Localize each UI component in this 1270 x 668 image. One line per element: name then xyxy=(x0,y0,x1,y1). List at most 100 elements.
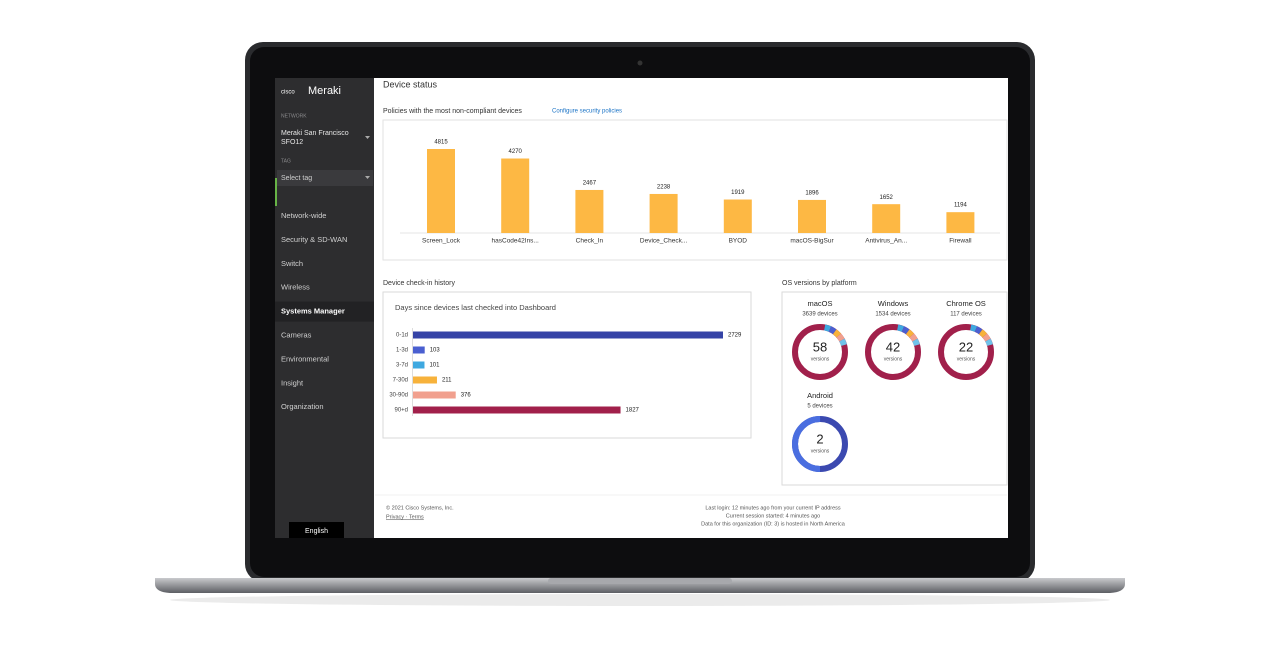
platform-name: Chrome OS xyxy=(946,299,986,308)
version-count: 22 xyxy=(959,339,973,354)
copyright: © 2021 Cisco Systems, Inc. xyxy=(386,504,454,511)
dropdown-arrow xyxy=(365,176,370,179)
value-label: 1896 xyxy=(805,191,819,197)
version-count: 42 xyxy=(886,339,900,354)
bar xyxy=(649,193,678,233)
language-button[interactable] xyxy=(289,522,344,538)
brand: Meraki xyxy=(308,85,341,97)
version-unit: versions xyxy=(811,356,830,362)
category-label: Check_In xyxy=(576,238,604,245)
panel xyxy=(382,291,752,439)
value-label: 4270 xyxy=(509,149,523,155)
category-label: BYOD xyxy=(729,238,748,245)
base-notch xyxy=(548,578,732,584)
menu-active xyxy=(275,301,374,322)
menu-item[interactable]: Systems Manager xyxy=(281,307,345,316)
category-label: Screen_Lock xyxy=(422,238,461,245)
menu-item[interactable]: Environmental xyxy=(281,354,329,363)
bar xyxy=(413,391,456,399)
category-label: hasCode42Ins... xyxy=(492,238,540,245)
category-label: 0-1d xyxy=(396,333,408,339)
footer-text: Data for this organization (ID: 3) is ho… xyxy=(701,521,846,527)
accent-bar xyxy=(275,178,277,206)
bar xyxy=(413,346,425,354)
tag-select[interactable] xyxy=(277,170,373,186)
menu-item[interactable]: Organization xyxy=(281,402,324,411)
panel-title: OS versions by platform xyxy=(782,280,857,287)
shadow xyxy=(170,594,1110,606)
bar xyxy=(413,406,621,414)
bar xyxy=(427,149,455,233)
version-count: 2 xyxy=(816,431,823,446)
category-label: 90+d xyxy=(394,408,408,414)
bar xyxy=(501,158,530,233)
version-unit: versions xyxy=(957,356,976,362)
category-label: 30-90d xyxy=(389,393,408,399)
device-count: 1534 devices xyxy=(875,312,910,318)
menu-item[interactable]: Insight xyxy=(281,378,304,387)
category-label: Device_Check... xyxy=(640,238,688,245)
bar xyxy=(723,199,752,233)
device-count: 3639 devices xyxy=(802,312,837,318)
panel-title: Device check-in history xyxy=(383,280,455,287)
category-label: macOS-BigSur xyxy=(790,238,834,245)
bar xyxy=(946,212,975,233)
platform-name: macOS xyxy=(807,299,832,308)
brand-small: cisco xyxy=(281,90,295,96)
value-label: 2729 xyxy=(728,333,742,339)
bar xyxy=(798,199,826,233)
dropdown-arrow xyxy=(365,136,370,139)
bar xyxy=(413,376,437,384)
value-label: 1652 xyxy=(880,195,894,201)
menu-item[interactable]: Switch xyxy=(281,259,303,268)
bar xyxy=(413,361,425,369)
link[interactable]: Configure security policies xyxy=(552,109,622,115)
section-label: TAG xyxy=(281,158,291,164)
laptop-base xyxy=(155,578,1125,593)
bar xyxy=(575,189,604,233)
footer-links[interactable]: Privacy · Terms xyxy=(386,514,424,520)
donut-accent xyxy=(792,416,848,472)
version-unit: versions xyxy=(811,448,830,454)
version-count: 58 xyxy=(813,339,827,354)
menu-item[interactable]: Network-wide xyxy=(281,211,326,220)
value-label: 103 xyxy=(430,348,441,354)
value-label: 1194 xyxy=(954,203,968,209)
value-label: 4815 xyxy=(434,140,448,146)
category-label: 1-3d xyxy=(396,348,408,354)
tag-select-text[interactable]: Select tag xyxy=(281,175,312,182)
bar xyxy=(413,331,723,339)
menu-item[interactable]: Wireless xyxy=(281,283,310,292)
camera xyxy=(637,60,643,66)
value-label: 2238 xyxy=(657,185,671,191)
menu-item[interactable]: Cameras xyxy=(281,330,312,339)
section-label: NETWORK xyxy=(281,113,307,119)
category-label: 7-30d xyxy=(393,378,408,384)
panel-subtitle: Days since devices last checked into Das… xyxy=(395,303,556,312)
donut-ring xyxy=(792,324,848,380)
value-label: 376 xyxy=(461,393,472,399)
version-unit: versions xyxy=(884,356,903,362)
category-label: Firewall xyxy=(949,238,972,245)
language[interactable]: English xyxy=(305,528,328,535)
value-label: 1827 xyxy=(626,408,640,414)
menu-item[interactable]: Security & SD-WAN xyxy=(281,235,347,244)
panel xyxy=(781,291,1008,486)
donut-ring xyxy=(938,324,994,380)
platform-name: Windows xyxy=(878,299,909,308)
footer-text: Last login: 12 minutes ago from your cur… xyxy=(705,505,841,511)
bar xyxy=(872,204,901,233)
device-count: 5 devices xyxy=(807,404,832,410)
donut-ring xyxy=(865,324,921,380)
category-label: 3-7d xyxy=(396,363,408,369)
device-count: 117 devices xyxy=(950,312,982,318)
page-title: Device status xyxy=(383,79,438,89)
category-label: Antivirus_An... xyxy=(865,238,907,245)
network-name[interactable]: SFO12 xyxy=(281,139,303,146)
network-name[interactable]: Meraki San Francisco xyxy=(281,130,349,137)
platform-name: Android xyxy=(807,391,833,400)
value-label: 2467 xyxy=(583,181,597,187)
value-label: 1919 xyxy=(731,190,745,196)
panel-title: Policies with the most non-compliant dev… xyxy=(383,108,522,115)
